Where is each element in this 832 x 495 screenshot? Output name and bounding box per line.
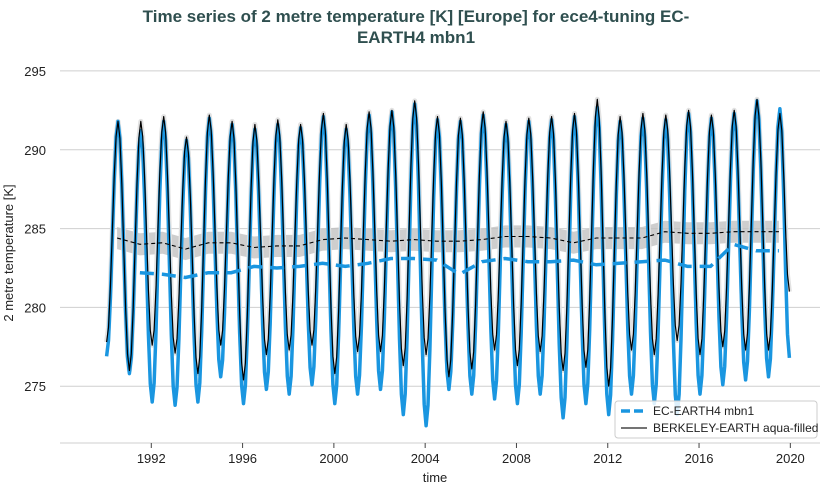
x-tick-label: 2004 [411, 451, 440, 466]
y-tick-label: 295 [24, 64, 46, 79]
chart-title: Time series of 2 metre temperature [K] [… [0, 6, 832, 48]
x-tick-label: 2012 [593, 451, 622, 466]
y-tick-label: 280 [24, 300, 46, 315]
chart-title-line-1: Time series of 2 metre temperature [K] [… [142, 7, 690, 26]
x-tick-label: 1996 [228, 451, 257, 466]
y-tick-label: 290 [24, 143, 46, 158]
data-marks [104, 96, 792, 428]
chart-title-line-2: EARTH4 mbn1 [356, 28, 476, 47]
berkeley-annual-mean-line [116, 231, 779, 250]
legend-label-berkeley: BERKELEY-EARTH aqua-filled [653, 421, 818, 435]
legend-box [614, 400, 818, 439]
y-axis-label: 2 metre temperature [K] [1, 184, 16, 321]
x-tick-label: 2008 [502, 451, 531, 466]
legend-label-ec-earth4: EC-EARTH4 mbn1 [653, 404, 754, 418]
y-tick-label: 275 [24, 379, 46, 394]
y-axis-ticks: 275 280 285 290 295 [24, 64, 46, 394]
legend: EC-EARTH4 mbn1 BERKELEY-EARTH aqua-fille… [614, 400, 818, 439]
y-tick-label: 285 [24, 222, 46, 237]
ec-earth4-monthly-line [104, 99, 792, 428]
x-tick-label: 1992 [137, 451, 166, 466]
x-axis-label: time [423, 470, 448, 485]
x-tick-label: 2020 [776, 451, 805, 466]
x-axis-ticks: 1992 1996 2000 2004 2008 2012 2016 2020 [137, 443, 805, 466]
berkeley-monthly-line [106, 98, 790, 387]
x-tick-label: 2016 [685, 451, 714, 466]
x-tick-label: 2000 [319, 451, 348, 466]
